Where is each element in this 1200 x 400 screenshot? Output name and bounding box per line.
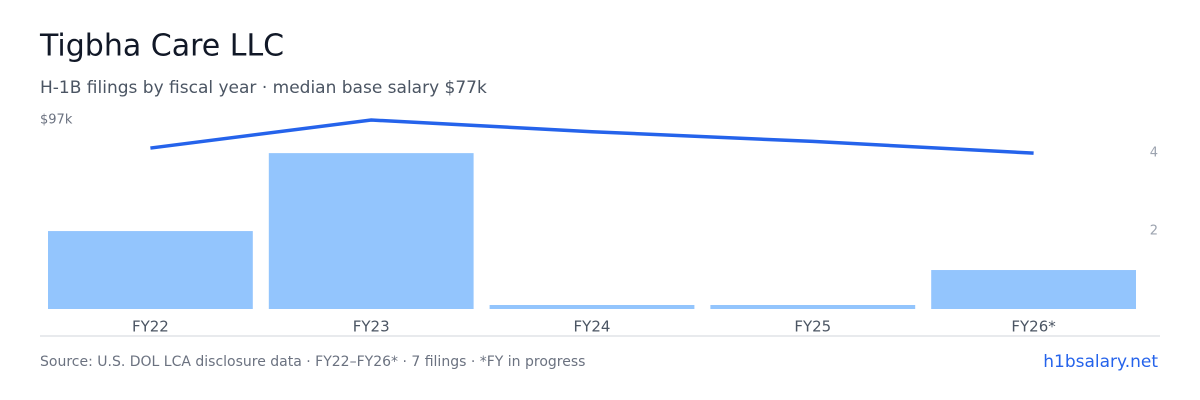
chart-subtitle: H-1B filings by fiscal year · median bas… [40, 78, 487, 98]
x-tick-label: FY23 [353, 318, 390, 336]
brand-link[interactable]: h1bsalary.net [1043, 352, 1158, 372]
bar [710, 305, 916, 309]
chart-title: Tigbha Care LLC [39, 29, 284, 64]
y-tick-label: $97k [40, 113, 73, 128]
x-tick-label: FY25 [794, 318, 831, 336]
bar [489, 305, 695, 309]
y2-tick-label: 2 [1150, 224, 1158, 239]
source-note: Source: U.S. DOL LCA disclosure data · F… [40, 354, 585, 370]
salary-line [150, 118, 1034, 155]
x-tick-label: FY24 [574, 318, 611, 336]
bar [931, 270, 1136, 309]
y2-tick-label: 4 [1150, 146, 1158, 161]
bar [268, 153, 474, 309]
x-tick-label: FY26* [1011, 318, 1056, 336]
x-tick-label: FY22 [132, 318, 169, 336]
bar [48, 231, 253, 309]
